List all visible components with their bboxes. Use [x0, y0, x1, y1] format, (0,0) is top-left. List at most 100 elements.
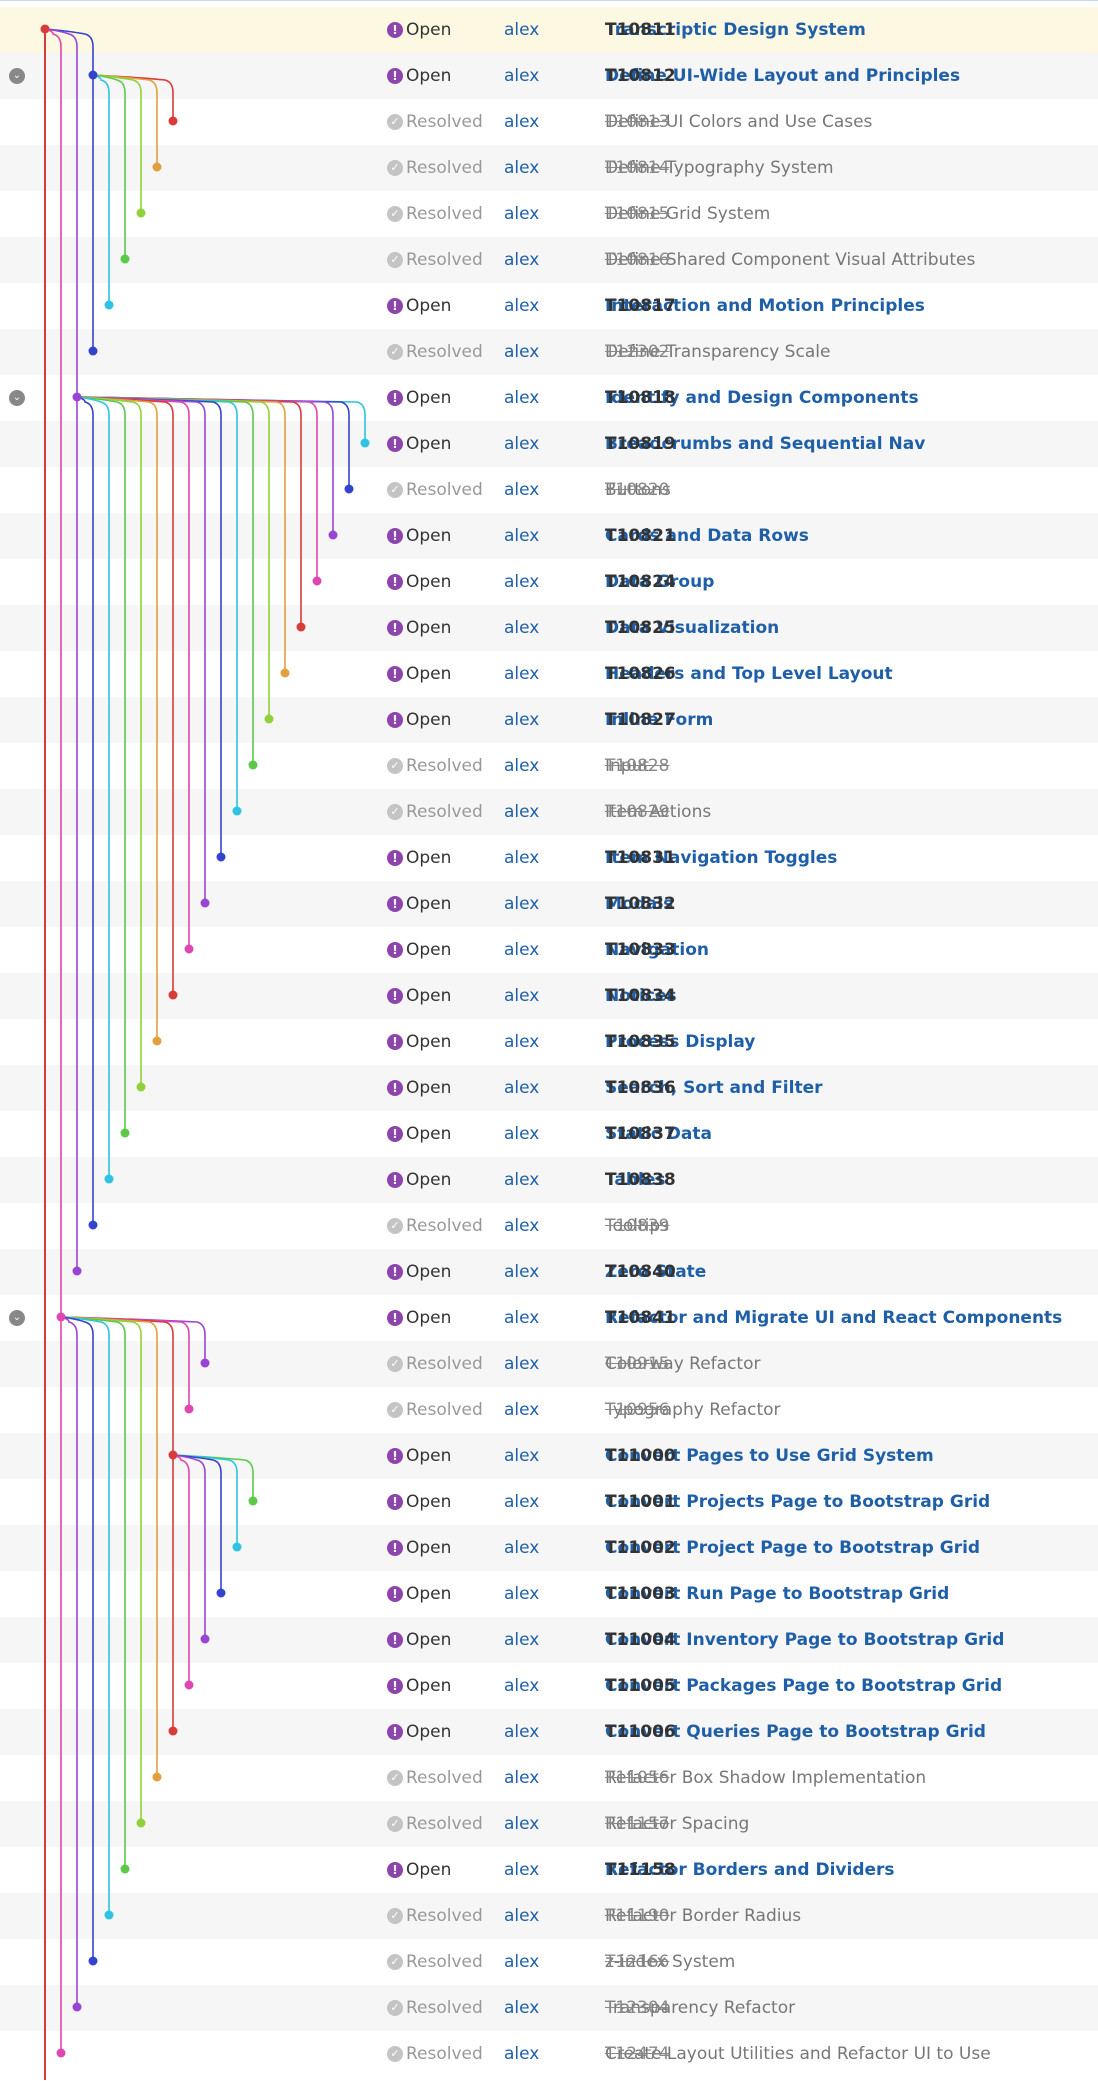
task-title[interactable]: Refactor and Migrate UI and React Compon…: [605, 1308, 1063, 1328]
task-row[interactable]: ! Open alex T10840 Zero State: [0, 1249, 1098, 1295]
owner-link[interactable]: alex: [504, 1952, 540, 1972]
owner-link[interactable]: alex: [504, 480, 540, 500]
owner-link[interactable]: alex: [504, 940, 540, 960]
task-row[interactable]: ! Open alex T11005 Convert Packages Page to…: [0, 1663, 1098, 1709]
owner-link[interactable]: alex: [504, 66, 540, 86]
owner-link[interactable]: alex: [504, 572, 540, 592]
owner-link[interactable]: alex: [504, 1216, 540, 1236]
task-row[interactable]: ! Open alex T10838 Tables: [0, 1157, 1098, 1203]
owner-link[interactable]: alex: [504, 1078, 540, 1098]
owner-link[interactable]: alex: [504, 20, 540, 40]
task-title[interactable]: Modals: [605, 894, 674, 914]
task-row[interactable]: ! Open alex T10836 Search, Sort and Filter: [0, 1065, 1098, 1111]
owner-link[interactable]: alex: [504, 1262, 540, 1282]
collapse-toggle[interactable]: ⌄: [9, 68, 25, 84]
owner-link[interactable]: alex: [504, 526, 540, 546]
owner-link[interactable]: alex: [504, 1492, 540, 1512]
owner-link[interactable]: alex: [504, 710, 540, 730]
task-row[interactable]: ✓ Resolved alex T10816 Define Shared Compon…: [0, 237, 1098, 283]
owner-link[interactable]: alex: [504, 158, 540, 178]
task-row[interactable]: ✓ Resolved alex T10813 Define UI Colors and…: [0, 99, 1098, 145]
owner-link[interactable]: alex: [504, 1998, 540, 2018]
owner-link[interactable]: alex: [504, 802, 540, 822]
task-row[interactable]: ! Open alex T11001 Convert Projects Page to…: [0, 1479, 1098, 1525]
owner-link[interactable]: alex: [504, 1630, 540, 1650]
task-title[interactable]: Refactor Borders and Dividers: [605, 1860, 895, 1880]
task-row[interactable]: ✓ Resolved alex T10814 Define Typography Sy…: [0, 145, 1098, 191]
task-row[interactable]: ! Open alex T11004 Convert Inventory Page t…: [0, 1617, 1098, 1663]
owner-link[interactable]: alex: [504, 618, 540, 638]
task-row[interactable]: ! Open alex T10825 Data Visualization: [0, 605, 1098, 651]
owner-link[interactable]: alex: [504, 1538, 540, 1558]
task-row[interactable]: ! Open alex T10832 Modals: [0, 881, 1098, 927]
task-title[interactable]: Zero State: [605, 1262, 707, 1282]
task-title[interactable]: Cards and Data Rows: [605, 526, 809, 546]
collapse-toggle[interactable]: ⌄: [9, 390, 25, 406]
task-row[interactable]: ✓ Resolved alex T12474 Create Layout Utilit…: [0, 2031, 1098, 2077]
owner-link[interactable]: alex: [504, 204, 540, 224]
task-row[interactable]: ! Open alex T10833 Navigation: [0, 927, 1098, 973]
task-row[interactable]: ! Open alex T10826 Headers and Top Level La…: [0, 651, 1098, 697]
task-row[interactable]: ! Open alex T10827 Inline Form: [0, 697, 1098, 743]
owner-link[interactable]: alex: [504, 1032, 540, 1052]
task-title[interactable]: Transcriptic Design System: [605, 20, 866, 40]
task-row[interactable]: ! Open alex T10824 Data Group: [0, 559, 1098, 605]
task-title[interactable]: Breadcrumbs and Sequential Nav: [605, 434, 926, 454]
task-title[interactable]: Headers and Top Level Layout: [605, 664, 893, 684]
task-row[interactable]: ! Open alex T11002 Convert Project Page to …: [0, 1525, 1098, 1571]
owner-link[interactable]: alex: [504, 2044, 540, 2064]
collapse-toggle[interactable]: ⌄: [9, 1310, 25, 1326]
owner-link[interactable]: alex: [504, 1124, 540, 1144]
task-title[interactable]: Data Visualization: [605, 618, 780, 638]
task-title[interactable]: Process Display: [605, 1032, 756, 1052]
owner-link[interactable]: alex: [504, 1400, 540, 1420]
task-title[interactable]: Inline Form: [605, 710, 714, 730]
owner-link[interactable]: alex: [504, 1906, 540, 1926]
task-row[interactable]: ! Open alex T10817 Interaction and Motion P…: [0, 283, 1098, 329]
task-row[interactable]: ! Open alex T10831 Item Navigation Toggles: [0, 835, 1098, 881]
owner-link[interactable]: alex: [504, 1676, 540, 1696]
owner-link[interactable]: alex: [504, 664, 540, 684]
owner-link[interactable]: alex: [504, 848, 540, 868]
task-row[interactable]: ✓ Resolved alex T10956 Typography Refactor: [0, 1387, 1098, 1433]
task-row[interactable]: ✓ Resolved alex T10828 Input: [0, 743, 1098, 789]
task-row[interactable]: ✓ Resolved alex T11157 Refactor Spacing: [0, 1801, 1098, 1847]
owner-link[interactable]: alex: [504, 342, 540, 362]
task-row[interactable]: ! Open alex T10834 Notices: [0, 973, 1098, 1019]
task-row[interactable]: ! Open alex T10835 Process Display: [0, 1019, 1098, 1065]
owner-link[interactable]: alex: [504, 1446, 540, 1466]
owner-link[interactable]: alex: [504, 1354, 540, 1374]
owner-link[interactable]: alex: [504, 756, 540, 776]
task-row[interactable]: ✓ Resolved alex T11190 Refactor Border Radi…: [0, 1893, 1098, 1939]
task-title[interactable]: Define UI-Wide Layout and Principles: [605, 66, 961, 86]
owner-link[interactable]: alex: [504, 1722, 540, 1742]
task-row[interactable]: ! Open alex T11006 Convert Queries Page to …: [0, 1709, 1098, 1755]
task-title[interactable]: Data Group: [605, 572, 715, 592]
task-row[interactable]: ! Open alex T11158 Refactor Borders and Div…: [0, 1847, 1098, 1893]
task-title[interactable]: Identify and Design Components: [605, 388, 919, 408]
task-title[interactable]: Convert Project Page to Bootstrap Grid: [605, 1538, 981, 1558]
task-title[interactable]: Item Navigation Toggles: [605, 848, 838, 868]
task-title[interactable]: Convert Queries Page to Bootstrap Grid: [605, 1722, 986, 1742]
task-row[interactable]: ! Open alex T10811 Transcriptic Design Syst…: [0, 7, 1098, 53]
owner-link[interactable]: alex: [504, 1814, 540, 1834]
task-title[interactable]: Notices: [605, 986, 677, 1006]
task-row[interactable]: ⌄! Open alex T10841 Refactor and Migrate UI…: [0, 1295, 1098, 1341]
task-title[interactable]: Static Data: [605, 1124, 712, 1144]
task-row[interactable]: ✓ Resolved alex T10915 Colorway Refactor: [0, 1341, 1098, 1387]
task-row[interactable]: ! Open alex T10837 Static Data: [0, 1111, 1098, 1157]
owner-link[interactable]: alex: [504, 1308, 540, 1328]
owner-link[interactable]: alex: [504, 388, 540, 408]
owner-link[interactable]: alex: [504, 986, 540, 1006]
task-row[interactable]: ⌄! Open alex T10812 Define UI-Wide Layout a…: [0, 53, 1098, 99]
owner-link[interactable]: alex: [504, 1860, 540, 1880]
owner-link[interactable]: alex: [504, 894, 540, 914]
task-row[interactable]: ✓ Resolved alex T12166 z-index System: [0, 1939, 1098, 1985]
task-row[interactable]: ✓ Resolved alex T10820 Buttons: [0, 467, 1098, 513]
task-title[interactable]: Tables: [605, 1170, 666, 1190]
owner-link[interactable]: alex: [504, 1584, 540, 1604]
task-row[interactable]: ! Open alex T10819 Breadcrumbs and Sequenti…: [0, 421, 1098, 467]
owner-link[interactable]: alex: [504, 1170, 540, 1190]
task-row[interactable]: ✓ Resolved alex T12302 Define Transparency …: [0, 329, 1098, 375]
task-row[interactable]: ! Open alex T10821 Cards and Data Rows: [0, 513, 1098, 559]
